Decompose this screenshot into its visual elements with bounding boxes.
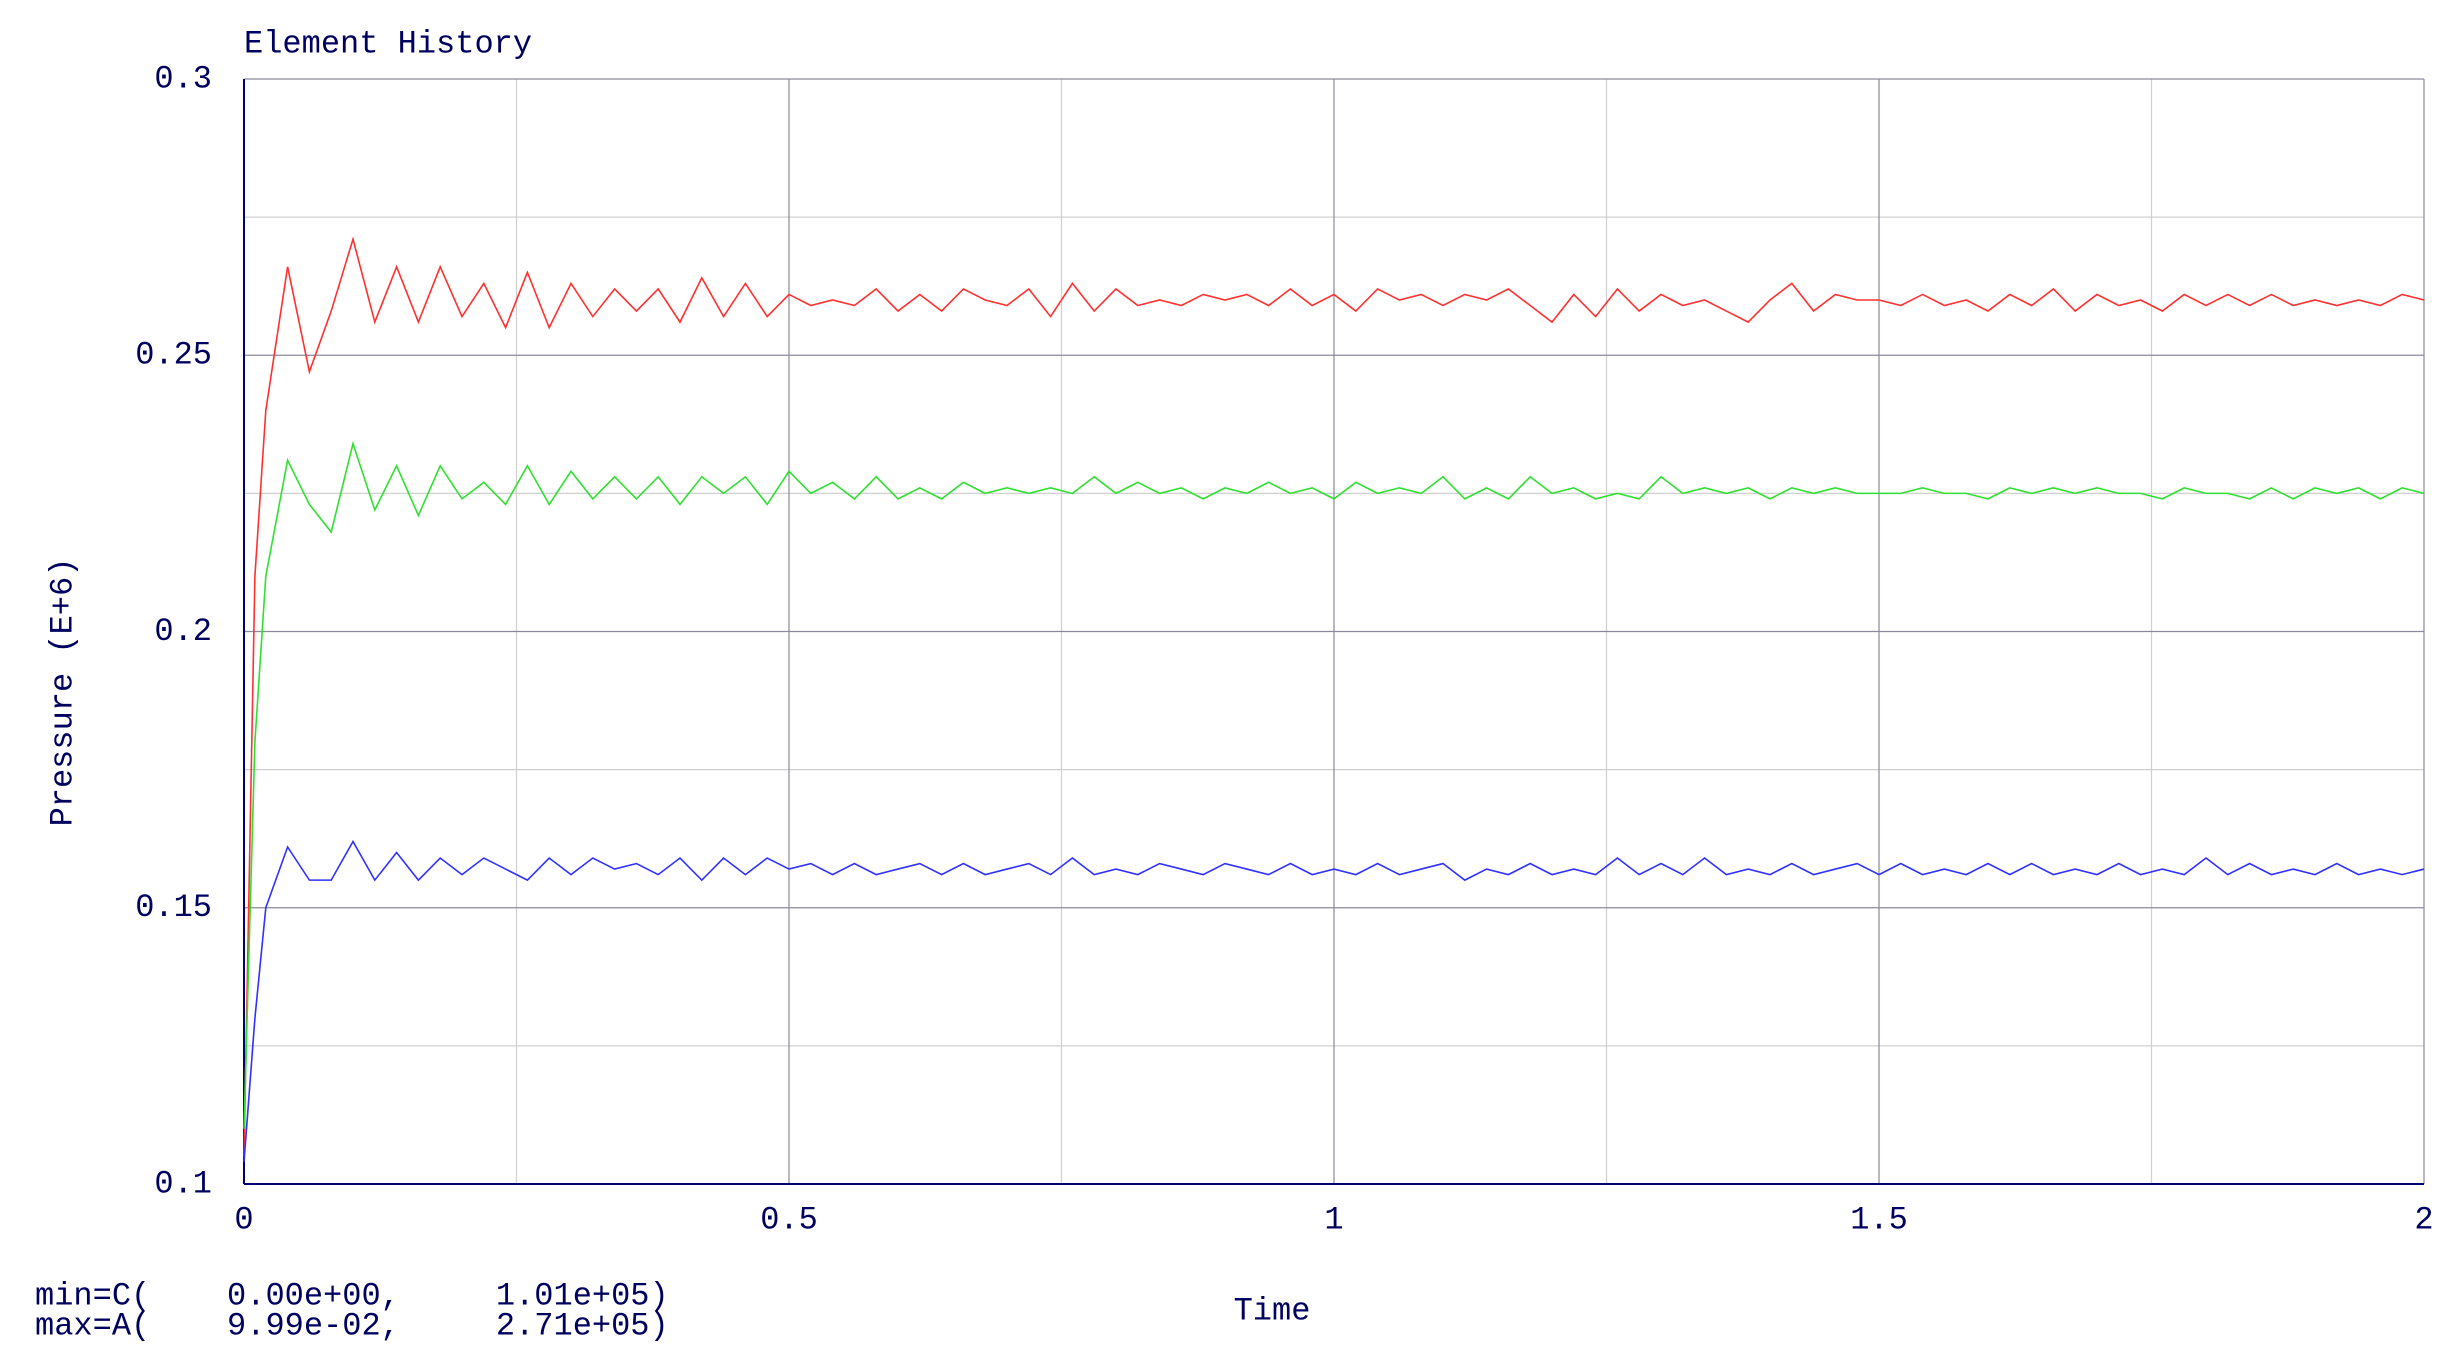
x-tick-label: 1.5	[1850, 1201, 1908, 1238]
data-line	[243, 440, 2425, 1129]
y-tick-label: 0.3	[154, 60, 212, 97]
x-tick-label: 0.5	[760, 1201, 818, 1238]
chart-title: Element History	[244, 25, 532, 62]
data-line	[243, 839, 2425, 1162]
x-tick-label: 2	[2414, 1201, 2433, 1238]
x-tick-label: 0	[234, 1201, 253, 1238]
y-tick-label: 0.2	[154, 613, 212, 650]
x-axis-label: Time	[1234, 1292, 1311, 1329]
data-line	[243, 236, 2425, 1157]
y-axis-label: Pressure (E+6)	[44, 558, 81, 827]
annotation: max=A( 9.99e-02, 2.71e+05)	[35, 1307, 669, 1344]
y-tick-label: 0.1	[154, 1165, 212, 1202]
x-tick-label: 1	[1324, 1201, 1343, 1238]
y-tick-label: 0.25	[135, 337, 212, 374]
annotation: min=C( 0.00e+00, 1.01e+05)	[35, 1277, 669, 1314]
y-tick-label: 0.15	[135, 889, 212, 926]
